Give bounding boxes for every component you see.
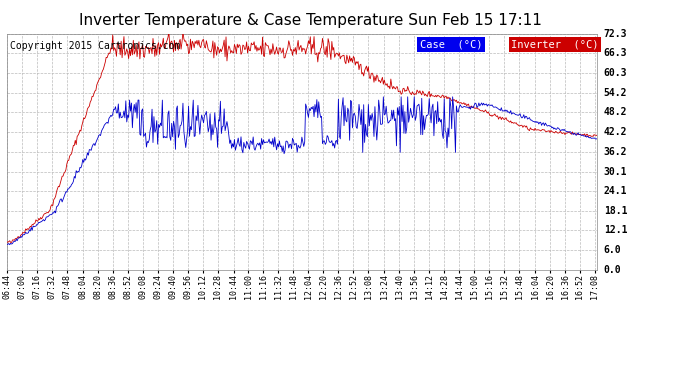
Text: 36.2: 36.2	[604, 147, 627, 157]
Text: Inverter  (°C): Inverter (°C)	[511, 40, 599, 50]
Text: Inverter Temperature & Case Temperature Sun Feb 15 17:11: Inverter Temperature & Case Temperature …	[79, 13, 542, 28]
Text: 24.1: 24.1	[604, 186, 627, 196]
Text: 66.3: 66.3	[604, 48, 627, 58]
Text: 72.3: 72.3	[604, 29, 627, 39]
Text: 0.0: 0.0	[604, 265, 622, 275]
Text: 42.2: 42.2	[604, 127, 627, 137]
Text: Case  (°C): Case (°C)	[420, 40, 482, 50]
Text: 54.2: 54.2	[604, 88, 627, 98]
Text: 60.3: 60.3	[604, 68, 627, 78]
Text: Copyright 2015 Cartronics.com: Copyright 2015 Cartronics.com	[10, 41, 180, 51]
Text: 6.0: 6.0	[604, 245, 622, 255]
Text: 12.1: 12.1	[604, 225, 627, 236]
Text: 30.1: 30.1	[604, 166, 627, 177]
Text: 18.1: 18.1	[604, 206, 627, 216]
Text: 48.2: 48.2	[604, 108, 627, 117]
